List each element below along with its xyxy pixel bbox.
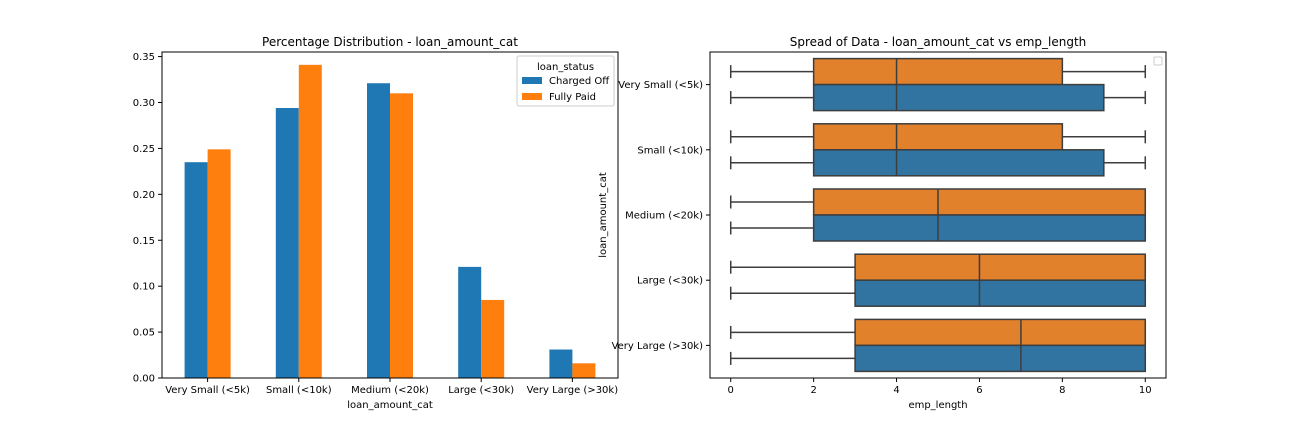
bar-fully-paid-very-small-5k: [207, 149, 231, 378]
box-small-10k-fully-paid: [812, 123, 1064, 151]
x-tick-label: 8: [1059, 385, 1065, 396]
box-chart-frame: [709, 51, 1167, 379]
box-chart-boxes: [729, 57, 1147, 373]
legend-label-fully-paid: Fully Paid: [549, 92, 596, 103]
x-tick-label: Large (<30k): [448, 385, 514, 396]
y-tick-label: 0.25: [133, 144, 155, 155]
x-tick-label: 6: [976, 385, 982, 396]
bar-charged-off-very-small-5k: [184, 162, 208, 378]
box-chart-x-axis: 0 2 4 6 8 10: [728, 378, 1152, 396]
box-large-30k-charged-off: [854, 279, 1147, 307]
bar-charged-off-medium-20k: [367, 83, 390, 378]
box-medium-20k-charged-off: [812, 214, 1147, 242]
box-medium-20k-fully-paid: [812, 188, 1147, 216]
bar-chart-frame: [161, 51, 619, 379]
box-chart-y-label: loan_amount_cat: [598, 172, 609, 258]
box-chart-empty-legend: [1153, 56, 1163, 66]
bar-chart-title: Percentage Distribution - loan_amount_ca…: [262, 35, 518, 49]
box-small-10k-charged-off: [812, 149, 1105, 177]
x-tick-label: Medium (<20k): [351, 385, 429, 396]
box-very-small-5k-fully-paid: [812, 57, 1064, 86]
box-large-30k-fully-paid: [854, 253, 1147, 281]
y-tick-label: Large (<30k): [637, 276, 703, 287]
x-tick-label: 4: [893, 385, 899, 396]
x-tick-label: Very Large (>30k): [527, 385, 619, 396]
legend-title: loan_status: [537, 62, 594, 73]
bar-chart-bars: [184, 64, 596, 379]
bar-fully-paid-small-10k: [298, 64, 322, 379]
y-tick-label: 0.20: [133, 190, 155, 201]
y-tick-label: 0.30: [133, 98, 155, 109]
y-tick-label: Very Small (<5k): [618, 80, 703, 91]
x-tick-label: Small (<10k): [266, 385, 332, 396]
box-chart: Spread of Data - loan_amount_cat vs emp_…: [598, 35, 1167, 411]
box-chart-x-label: emp_length: [908, 400, 967, 411]
x-tick-label: 0: [728, 385, 734, 396]
x-tick-label: Very Small (<5k): [165, 385, 250, 396]
bar-chart-x-label: loan_amount_cat: [347, 400, 433, 411]
bar-charged-off-large-30k: [458, 266, 482, 378]
x-tick-label: 10: [1139, 385, 1152, 396]
legend-swatch-fully-paid: [522, 93, 542, 100]
y-tick-label: 0.35: [133, 52, 155, 63]
y-tick-label: 0.15: [133, 236, 155, 247]
bar-chart-x-axis: Very Small (<5k) Small (<10k) Medium (<20k…: [165, 378, 618, 396]
bar-chart-legend: loan_status Charged Off Fully Paid: [516, 55, 615, 107]
box-chart-title: Spread of Data - loan_amount_cat vs emp_…: [790, 35, 1087, 49]
y-tick-label: Medium (<20k): [625, 211, 703, 222]
legend-label-charged-off: Charged Off: [549, 76, 610, 87]
box-very-small-5k-charged-off: [812, 83, 1105, 112]
y-tick-label: Very Large (>30k): [612, 341, 704, 352]
x-tick-label: 2: [810, 385, 816, 396]
box-chart-y-axis: Very Small (<5k) Small (<10k) Medium (<20k…: [612, 80, 710, 352]
bar-chart-y-axis: 0.00 0.05 0.10 0.15 0.20 0.25 0.30 0.35: [133, 52, 162, 385]
bar-fully-paid-very-large-30k: [572, 363, 596, 378]
bar-chart: Percentage Distribution - loan_amount_ca…: [133, 35, 619, 411]
box-very-large-30k-fully-paid: [854, 318, 1147, 347]
y-tick-label: 0.10: [133, 282, 155, 293]
bar-fully-paid-large-30k: [481, 299, 505, 378]
legend-swatch-charged-off: [522, 77, 542, 84]
bar-fully-paid-medium-20k: [390, 93, 413, 378]
box-very-large-30k-charged-off: [854, 344, 1147, 373]
y-tick-label: 0.05: [133, 328, 155, 339]
y-tick-label: 0.00: [133, 374, 155, 385]
y-tick-label: Small (<10k): [637, 145, 703, 156]
bar-charged-off-very-large-30k: [549, 349, 573, 378]
bar-charged-off-small-10k: [275, 108, 299, 378]
